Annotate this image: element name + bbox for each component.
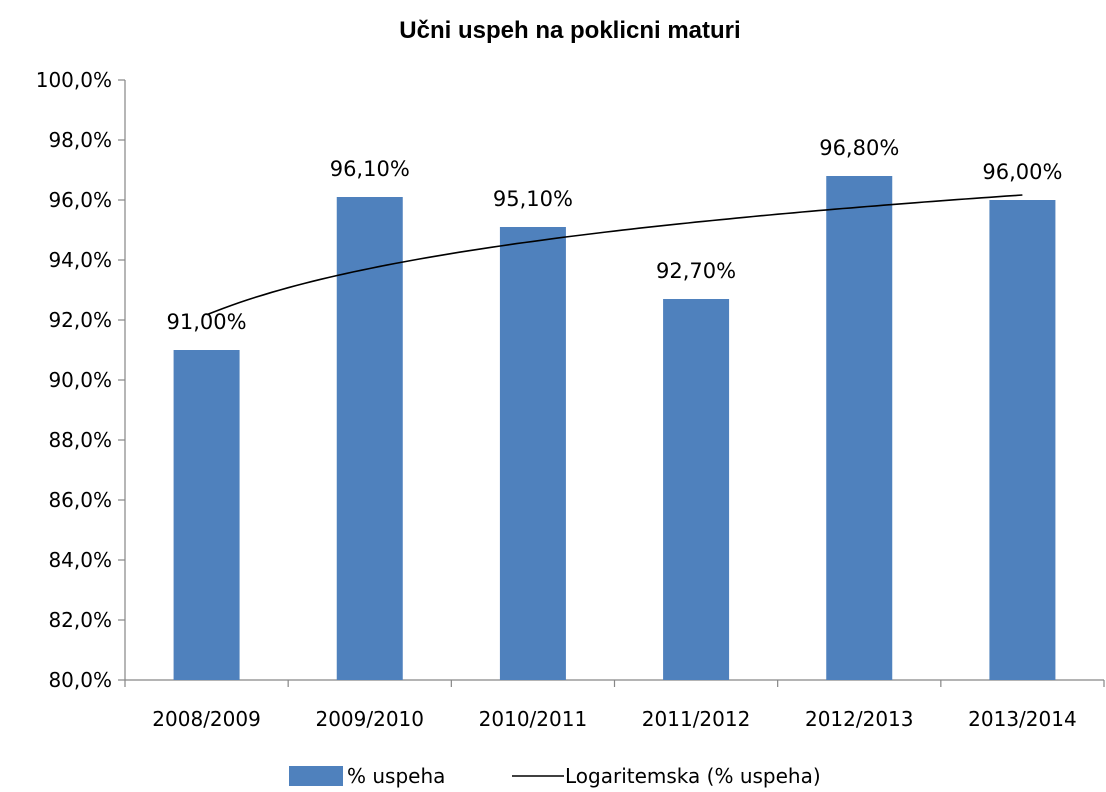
x-tick-label: 2009/2010 (315, 707, 424, 731)
bar (173, 350, 240, 680)
x-tick-label: 2010/2011 (479, 707, 588, 731)
legend-swatch-bars (289, 766, 343, 786)
legend: % uspeha Logaritemska (% uspeha) (289, 764, 821, 788)
data-label: 91,00% (167, 310, 247, 334)
legend-label-bars: % uspeha (347, 764, 445, 788)
x-tick-label: 2012/2013 (805, 707, 914, 731)
y-tick-label: 96,0% (48, 188, 112, 212)
chart-title: Učni uspeh na poklicni maturi (399, 17, 740, 44)
bar (499, 227, 566, 680)
y-tick-label: 94,0% (48, 248, 112, 272)
bar (336, 197, 403, 680)
bar-series (173, 176, 1056, 680)
y-tick-label: 86,0% (48, 488, 112, 512)
y-tick-label: 84,0% (48, 548, 112, 572)
y-tick-label: 98,0% (48, 128, 112, 152)
legend-label-trendline: Logaritemska (% uspeha) (565, 764, 821, 788)
bar (826, 176, 893, 680)
data-label: 96,80% (819, 136, 899, 160)
trendline (206, 194, 1023, 316)
y-tick-label: 92,0% (48, 308, 112, 332)
x-axis: 2008/2009 2009/2010 2010/2011 2011/2012 2012… (124, 679, 1105, 731)
data-label: 92,70% (656, 259, 736, 283)
bar (989, 200, 1056, 680)
x-tick-label: 2013/2014 (968, 707, 1077, 731)
data-label: 96,10% (330, 157, 410, 181)
y-tick-label: 100,0% (36, 68, 112, 92)
y-axis: 80,0% 82,0% 84,0% 86,0% 88,0% 90,0% 92,0% 94,0%… (36, 68, 126, 692)
bar (663, 299, 730, 680)
y-tick-label: 90,0% (48, 368, 112, 392)
x-tick-label: 2011/2012 (642, 707, 751, 731)
x-tick-label: 2008/2009 (152, 707, 261, 731)
y-tick-label: 88,0% (48, 428, 112, 452)
y-tick-label: 80,0% (48, 668, 112, 692)
data-label: 96,00% (982, 160, 1062, 184)
data-label: 95,10% (493, 187, 573, 211)
data-labels: 91,00% 96,10% 95,10% 92,70% 96,80% 96,00% (167, 136, 1063, 334)
y-tick-label: 82,0% (48, 608, 112, 632)
